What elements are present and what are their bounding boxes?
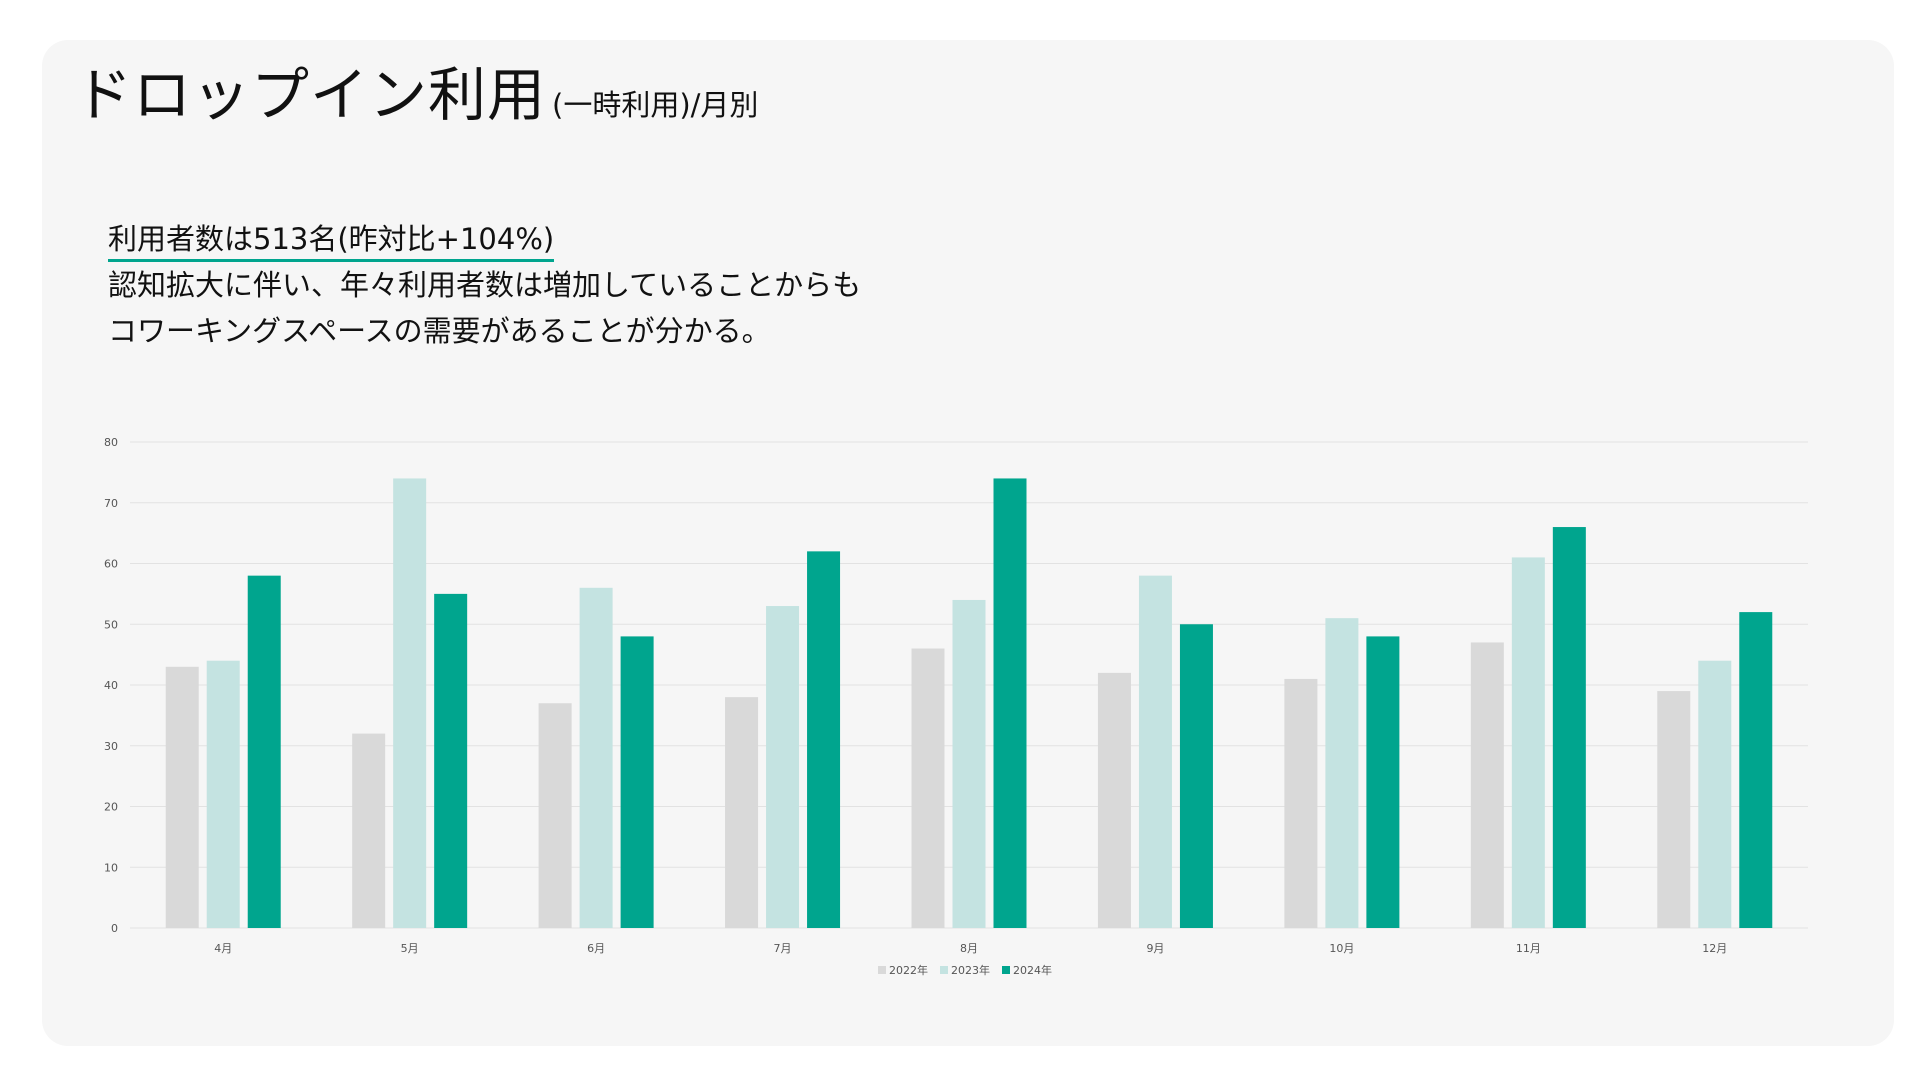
x-tick-label: 5月 [401,942,419,955]
bar [352,733,386,928]
y-tick-label: 40 [104,679,118,692]
bar [911,648,945,928]
bar [206,660,240,928]
bar [247,575,281,928]
y-tick-label: 60 [104,558,118,571]
bar [766,606,800,928]
bar [393,478,427,928]
bar [807,551,841,928]
bar [1284,678,1318,928]
page-title-main: ドロップイン利用 [74,61,547,129]
summary-text: 利用者数は513名(昨対比+104%) 認知拡大に伴い、年々利用者数は増加してい… [108,216,861,354]
page-title: ドロップイン利用 (一時利用)/月別 [74,66,758,124]
y-tick-label: 10 [104,861,118,874]
x-tick-label: 4月 [214,942,232,955]
legend-label: 2022年 [889,963,928,977]
page-title-sub: (一時利用)/月別 [552,88,759,122]
bar [1552,527,1586,928]
y-tick-label: 0 [111,922,118,935]
legend-swatch [940,966,948,974]
bar [993,478,1027,928]
x-tick-label: 10月 [1329,942,1354,955]
y-tick-label: 70 [104,497,118,510]
bar [620,636,654,928]
bar [1097,672,1131,928]
x-tick-label: 11月 [1516,942,1541,955]
bar [725,697,759,928]
legend-label: 2023年 [951,963,990,977]
y-tick-label: 20 [104,801,118,814]
y-tick-label: 80 [104,436,118,449]
summary-line-2: 認知拡大に伴い、年々利用者数は増加していることからも [108,268,862,302]
y-tick-label: 50 [104,618,118,631]
bar [1179,624,1213,928]
bar [1470,642,1504,928]
y-tick-label: 30 [104,740,118,753]
bar [1366,636,1400,928]
legend-label: 2024年 [1013,963,1052,977]
x-tick-label: 8月 [960,942,978,955]
x-tick-label: 6月 [587,942,605,955]
bar [1325,618,1359,928]
bar [1739,612,1773,928]
summary-highlight: 利用者数は513名(昨対比+104%) [108,219,555,262]
summary-line-3: コワーキングスペースの需要があることが分かる。 [108,314,771,348]
x-tick-label: 9月 [1146,942,1164,955]
bar [952,599,986,928]
legend-swatch [1002,966,1010,974]
x-tick-label: 12月 [1702,942,1727,955]
bar [1138,575,1172,928]
bar [165,666,199,928]
bar [1657,691,1691,928]
bar [1511,557,1545,928]
bar [434,593,468,928]
legend-swatch [878,966,886,974]
bar [1698,660,1732,928]
bar [538,703,572,928]
bar [579,587,613,928]
x-tick-label: 7月 [774,942,792,955]
